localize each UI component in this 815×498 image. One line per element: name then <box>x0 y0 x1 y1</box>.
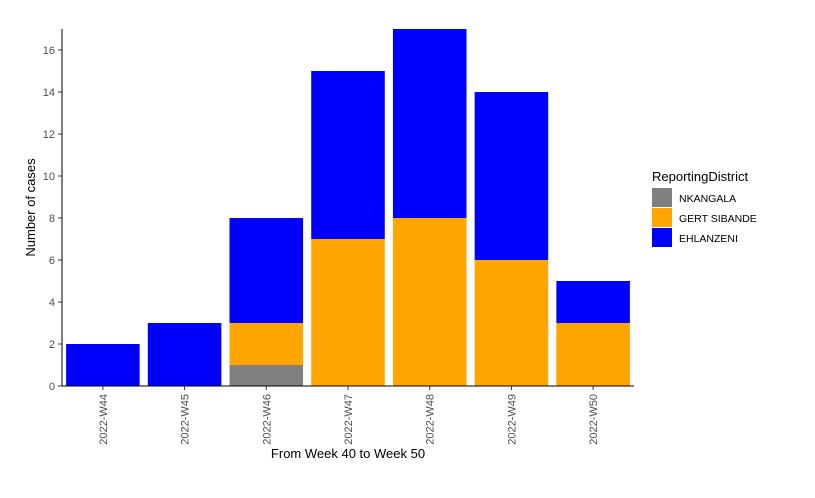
legend-swatch-ehlanzeni <box>652 228 672 247</box>
y-tick-label: 4 <box>49 297 55 309</box>
bar-ehlanzeni-2022-w45 <box>147 323 222 386</box>
x-tick-label: 2022-W50 <box>588 394 600 445</box>
y-tick-label: 6 <box>49 255 55 267</box>
x-axis-title: From Week 40 to Week 50 <box>271 446 425 461</box>
bar-ehlanzeni-2022-w48 <box>392 29 467 218</box>
bar-ehlanzeni-2022-w50 <box>556 281 630 323</box>
y-axis-ticks: 0 2 4 6 8 10 12 14 16 <box>43 45 62 393</box>
y-tick-label: 12 <box>43 129 55 141</box>
x-tick-label: 2022-W49 <box>506 394 518 445</box>
bar-gert-sibande-2022-w47 <box>311 239 385 386</box>
legend-label: GERT SIBANDE <box>679 213 757 225</box>
bar-gert-sibande-2022-w48 <box>392 218 467 386</box>
y-tick-label: 10 <box>43 171 55 183</box>
y-tick-label: 2 <box>49 339 55 351</box>
legend-swatch-nkangala <box>652 188 672 207</box>
x-axis-ticks: 2022-W44 2022-W45 2022-W46 2022-W47 2022-W48… <box>98 386 600 445</box>
bar-gert-sibande-2022-w46 <box>229 323 304 365</box>
bar-nkangala-2022-w46 <box>229 365 304 386</box>
bar-ehlanzeni-2022-w46 <box>229 218 304 323</box>
legend-title: ReportingDistrict <box>652 169 748 184</box>
y-tick-label: 14 <box>43 87 55 99</box>
bars-layer <box>66 29 630 386</box>
bar-ehlanzeni-2022-w44 <box>66 344 140 386</box>
y-tick-label: 8 <box>49 213 55 225</box>
bar-gert-sibande-2022-w50 <box>556 323 630 386</box>
x-tick-label: 2022-W46 <box>261 394 273 445</box>
legend: ReportingDistrict NKANGALA GERT SIBANDE EH… <box>652 169 757 247</box>
bar-ehlanzeni-2022-w49 <box>474 92 549 260</box>
x-tick-label: 2022-W47 <box>343 394 355 445</box>
bar-gert-sibande-2022-w49 <box>474 260 549 386</box>
legend-swatch-gert-sibande <box>652 208 672 227</box>
y-tick-label: 0 <box>49 381 55 393</box>
legend-label: EHLANZENI <box>679 233 738 245</box>
y-axis-title: Number of cases <box>23 158 38 257</box>
x-tick-label: 2022-W44 <box>98 394 110 445</box>
bar-ehlanzeni-2022-w47 <box>311 71 385 239</box>
legend-label: NKANGALA <box>679 193 736 205</box>
x-tick-label: 2022-W45 <box>180 394 192 445</box>
x-tick-label: 2022-W48 <box>425 394 437 445</box>
y-tick-label: 16 <box>43 45 55 57</box>
